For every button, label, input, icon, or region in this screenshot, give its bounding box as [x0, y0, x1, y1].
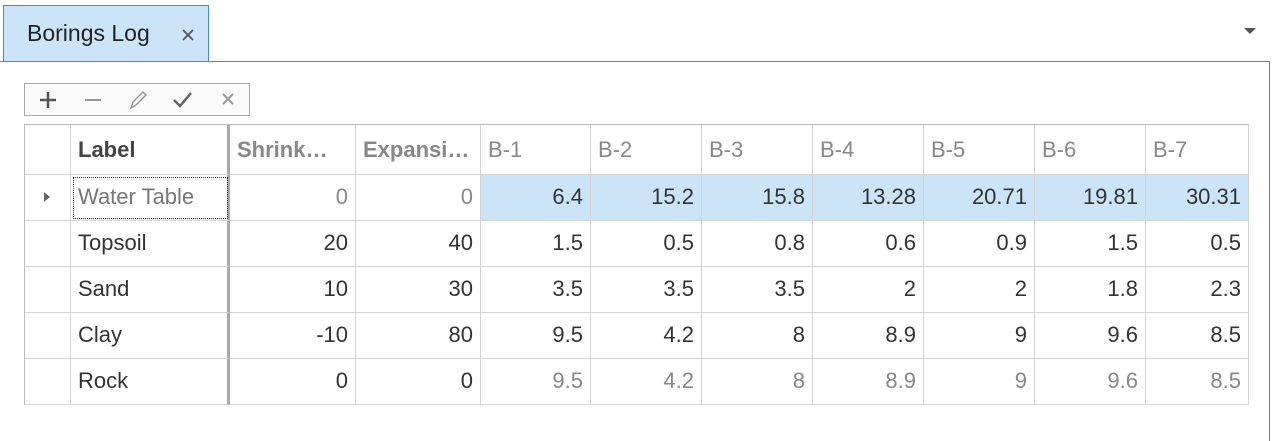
page: Borings Log Label Shrink… Expansi… B-1 B-2 B-…: [0, 5, 1270, 441]
toolbar-icons: [40, 90, 234, 110]
data-grid: Label Shrink… Expansi… B-1 B-2 B-3 B-4 B-5 B-6 B-…: [24, 124, 1249, 405]
row-header: [25, 267, 71, 313]
row-label: Topsoil: [71, 221, 230, 267]
cell: 0: [356, 175, 481, 221]
cell: 9.6: [1035, 359, 1146, 405]
edit-icon[interactable]: [129, 90, 148, 110]
cell: 40: [356, 221, 481, 267]
cell: 6.4: [481, 175, 591, 221]
cell: 3.5: [481, 267, 591, 313]
column-header: B-4: [813, 125, 924, 175]
cell: 0: [230, 175, 356, 221]
cell: 0.9: [924, 221, 1035, 267]
cell: 20.71: [924, 175, 1035, 221]
row-header: [25, 175, 71, 221]
cell: 13.28: [813, 175, 924, 221]
cell: 8.9: [813, 359, 924, 405]
cell: 30: [356, 267, 481, 313]
add-icon[interactable]: [40, 92, 56, 108]
cell: 0: [230, 359, 356, 405]
corner: [25, 125, 71, 175]
cell: 0: [356, 359, 481, 405]
cell: 0.8: [702, 221, 813, 267]
dropdown-arrow[interactable]: [1243, 27, 1257, 35]
cell: 0.5: [1146, 221, 1249, 267]
tab-title: Borings Log: [27, 20, 150, 46]
row-header: [25, 359, 71, 405]
cell: 15.8: [702, 175, 813, 221]
cell: 2.3: [1146, 267, 1249, 313]
column-header: Shrink…: [230, 125, 356, 175]
cell: 3.5: [591, 267, 702, 313]
cell: 9: [924, 313, 1035, 359]
cell: 2: [813, 267, 924, 313]
accept-icon[interactable]: [173, 92, 192, 108]
cell: 10: [230, 267, 356, 313]
column-header: B-1: [481, 125, 591, 175]
cell: 0.6: [813, 221, 924, 267]
cell: 8.5: [1146, 313, 1249, 359]
column-header: B-3: [702, 125, 813, 175]
column-header: B-2: [591, 125, 702, 175]
cell: 8: [702, 313, 813, 359]
tab[interactable]: Borings Log: [3, 5, 209, 61]
cell: 30.31: [1146, 175, 1249, 221]
close-icon[interactable]: [181, 28, 195, 42]
column-header: Label: [71, 125, 230, 175]
cell: 20: [230, 221, 356, 267]
row-label: Clay: [71, 313, 230, 359]
cell: 9.6: [1035, 313, 1146, 359]
column-header: Expansi…: [356, 125, 481, 175]
cell: 4.2: [591, 313, 702, 359]
cell: 8: [702, 359, 813, 405]
row-label: Water Table: [71, 175, 230, 221]
cell: 9: [924, 359, 1035, 405]
cell: 19.81: [1035, 175, 1146, 221]
row-label: Rock: [71, 359, 230, 405]
cell: 2: [924, 267, 1035, 313]
cell: 1.5: [1035, 221, 1146, 267]
cell: 9.5: [481, 313, 591, 359]
cell: 1.8: [1035, 267, 1146, 313]
cell: 8.9: [813, 313, 924, 359]
cell: 4.2: [591, 359, 702, 405]
cell: 1.5: [481, 221, 591, 267]
current-row-indicator: [44, 192, 50, 202]
cell: -10: [230, 313, 356, 359]
toolbar: [24, 83, 250, 116]
column-header: B-5: [924, 125, 1035, 175]
column-header: B-6: [1035, 125, 1146, 175]
row-label: Sand: [71, 267, 230, 313]
cell: 0.5: [591, 221, 702, 267]
cancel-icon[interactable]: [222, 93, 234, 105]
row-header: [25, 313, 71, 359]
panel: [0, 61, 1270, 441]
cell: 80: [356, 313, 481, 359]
row-header: [25, 221, 71, 267]
cell: 9.5: [481, 359, 591, 405]
cell: 15.2: [591, 175, 702, 221]
cell: 3.5: [702, 267, 813, 313]
cell: 8.5: [1146, 359, 1249, 405]
column-header: B-7: [1146, 125, 1249, 175]
